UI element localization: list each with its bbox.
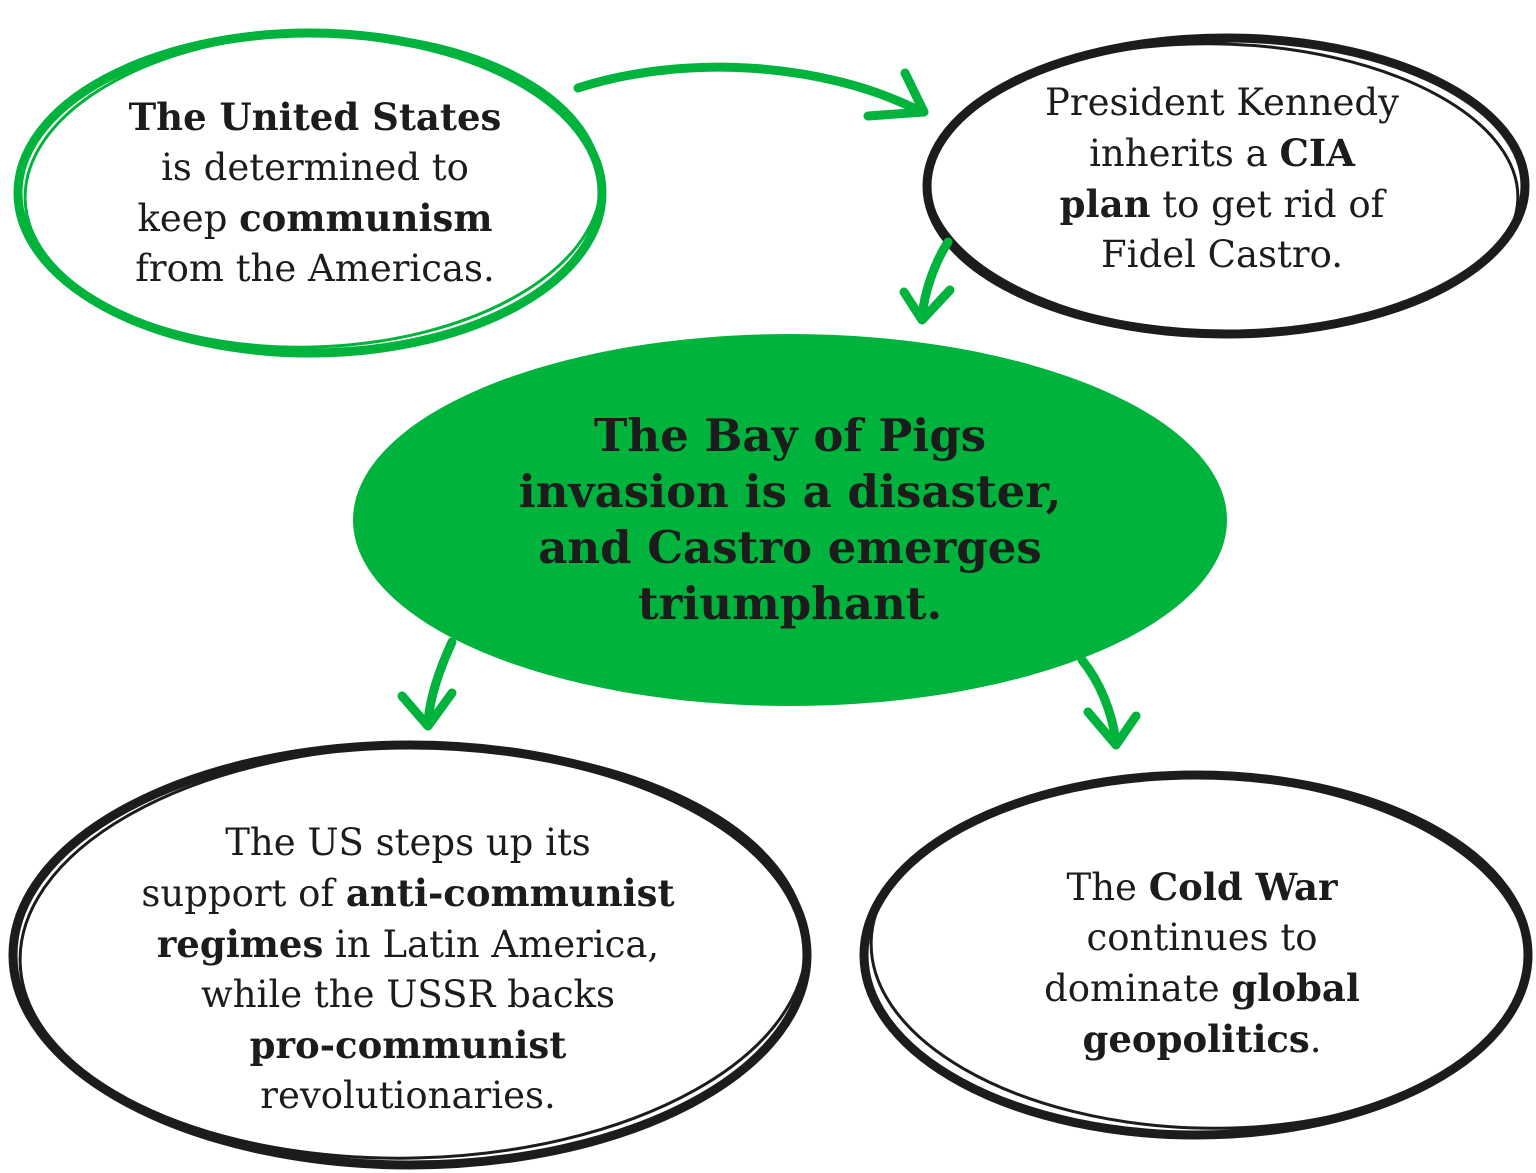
text-line: plan to get rid of: [972, 179, 1472, 230]
text-run: support of: [141, 872, 346, 915]
latin-america-node-outline-rough: [18, 744, 808, 1160]
text-run: in Latin America,: [323, 923, 660, 966]
cold-war-node-text: The Cold War continues to dominate global g…: [952, 862, 1452, 1065]
text-line: from the Americas.: [60, 244, 570, 294]
text-run: to get rid of: [1150, 183, 1385, 226]
bold-text-run: and Castro emerges: [538, 521, 1042, 574]
node-outlines: [8, 28, 1533, 1170]
text-line: The Cold War: [952, 862, 1452, 913]
text-line: while the USSR backs: [68, 970, 748, 1020]
text-line: support of anti-communist: [68, 868, 748, 919]
text-line: The United States: [60, 92, 570, 143]
text-run: Fidel Castro.: [1101, 233, 1343, 276]
bold-text-run: geopolitics: [1082, 1017, 1310, 1061]
text-run: inherits a: [1089, 132, 1280, 175]
text-line: keep communism: [60, 193, 570, 244]
text-run: .: [1309, 1018, 1322, 1061]
text-line: continues to: [952, 913, 1452, 963]
bold-text-run: regimes: [156, 922, 324, 966]
text-run: The US steps up its: [225, 821, 591, 864]
text-run: is determined to: [161, 146, 469, 189]
text-run: continues to: [1086, 916, 1318, 959]
text-run: revolutionaries.: [260, 1074, 556, 1117]
bay-of-pigs-node-fill: [353, 334, 1227, 706]
text-line: invasion is a disaster,: [420, 464, 1160, 520]
text-run: The: [1066, 866, 1149, 909]
bold-text-run: communism: [239, 196, 493, 240]
text-line: regimes in Latin America,: [68, 919, 748, 970]
text-run: while the USSR backs: [201, 973, 615, 1016]
arrow-bay-of-pigs-to-cold-war: [1077, 655, 1141, 750]
cold-war-node-outline-rough: [869, 774, 1529, 1130]
text-line: dominate global: [952, 963, 1452, 1014]
text-line: triumphant.: [420, 576, 1160, 632]
us-node-text: The United States is determined to keep co…: [60, 92, 570, 294]
text-line: Fidel Castro.: [972, 230, 1472, 280]
text-run: President Kennedy: [1044, 81, 1400, 124]
text-line: The US steps up its: [68, 818, 748, 868]
us-node-outline-rough: [23, 31, 603, 349]
text-line: and Castro emerges: [420, 520, 1160, 576]
bay-of-pigs-node-text: The Bay of Pigs invasion is a disaster, an…: [420, 408, 1160, 632]
latin-america-node-text: The US steps up its support of anti-commu…: [68, 818, 748, 1121]
edge-arrows: [397, 62, 1141, 750]
text-line: is determined to: [60, 143, 570, 193]
bold-text-run: pro-communist: [249, 1023, 567, 1067]
bold-text-run: invasion is a disaster,: [518, 465, 1062, 518]
arrow-us-to-kennedy: [573, 62, 929, 121]
bold-text-run: The Bay of Pigs: [593, 409, 987, 462]
text-run: dominate: [1044, 967, 1232, 1010]
arrow-bay-of-pigs-to-latin-america: [397, 637, 457, 731]
text-line: inherits a CIA: [972, 128, 1472, 179]
bold-text-run: Cold War: [1148, 865, 1338, 909]
text-line: revolutionaries.: [68, 1071, 748, 1121]
bold-text-run: triumphant.: [637, 577, 943, 630]
text-line: pro-communist: [68, 1020, 748, 1071]
text-run: keep: [137, 197, 240, 240]
kennedy-node-outline-rough: [926, 42, 1520, 336]
bold-text-run: global: [1231, 966, 1360, 1010]
kennedy-node-text: President Kennedy inherits a CIA plan to g…: [972, 78, 1472, 280]
bold-text-run: plan: [1059, 182, 1151, 226]
text-line: The Bay of Pigs: [420, 408, 1160, 464]
bold-text-run: CIA: [1279, 131, 1355, 175]
text-line: geopolitics.: [952, 1014, 1452, 1065]
bold-text-run: The United States: [128, 95, 502, 139]
text-line: President Kennedy: [972, 78, 1472, 128]
bold-text-run: anti-communist: [345, 871, 675, 915]
text-run: from the Americas.: [135, 247, 495, 290]
arrow-kennedy-to-bay-of-pigs: [899, 237, 955, 325]
